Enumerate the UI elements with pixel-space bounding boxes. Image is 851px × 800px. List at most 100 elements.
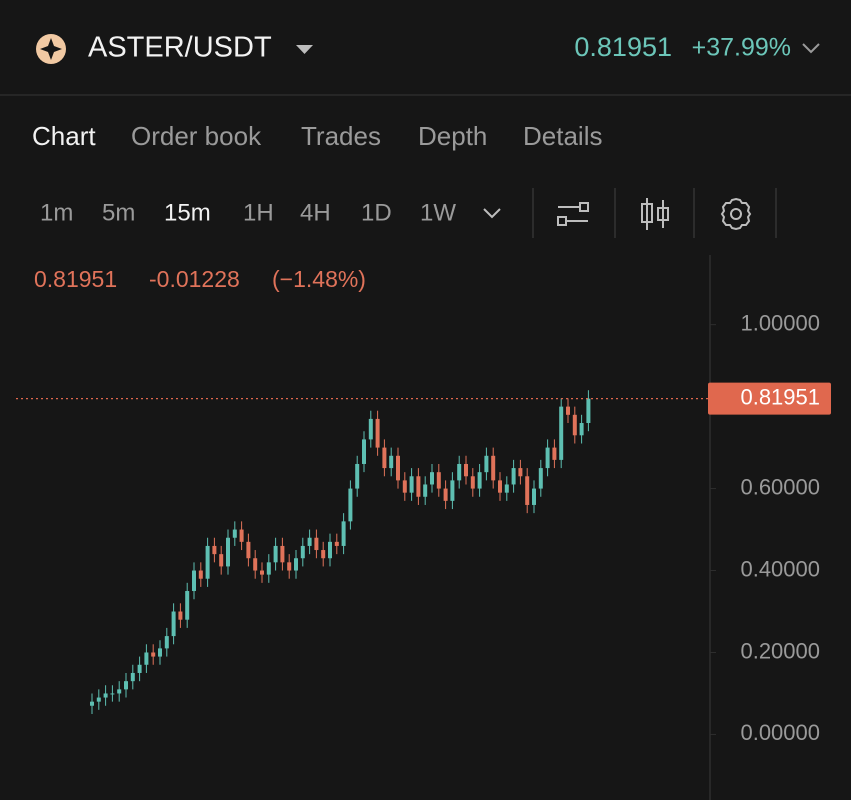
candle-body [246,541,251,559]
candle-body [498,480,502,493]
candle-body [130,672,135,682]
candle-body [559,406,564,460]
tab[interactable]: Details [523,121,602,151]
candle-body [321,550,326,559]
candle-body [396,455,400,481]
y-tick-label: 0.00000 [740,720,820,745]
candle-body [273,545,278,563]
interval[interactable]: 5m [102,199,135,226]
candle-body [545,447,550,469]
tab[interactable]: Trades [301,121,381,151]
candle-body [491,455,496,481]
interval-more[interactable] [483,208,501,219]
candle-body [164,636,169,649]
candle-body [532,488,536,505]
y-tick-label: 0.20000 [740,638,820,663]
candle-body [341,521,346,546]
tab[interactable]: Chart [32,121,96,151]
candle-body [232,529,237,538]
indicator-icon[interactable] [557,202,589,226]
intervals: 1m 5m 15m 1H 4H 1D 1W [40,199,456,226]
candle-body [423,484,428,497]
pair-name[interactable]: ASTER/USDT [88,32,272,64]
last-price-box [708,382,831,415]
candle-body [362,439,366,464]
candle-body [450,480,455,501]
tabs: Chart Order book Trades Depth Details [32,121,602,151]
candle-body [144,652,149,665]
candle-body [219,554,224,567]
candle-body [334,541,339,546]
y-tick-label: 1.00000 [740,310,820,335]
candle-body [117,689,122,694]
y-tick-label: 0.60000 [740,474,820,499]
candle-body [457,463,462,481]
settings-icon[interactable] [720,197,752,231]
candle-body [266,562,271,575]
candle-body [484,455,489,473]
candle-body [158,648,162,657]
candle-body [198,570,203,579]
plot: 0.00000 0.20000 0.40000 0.60000 1.00000 0.819… [16,310,831,745]
candle-body [280,545,285,563]
candle-body [430,472,434,485]
interval[interactable]: 1H [243,199,274,226]
candle-body [538,468,543,489]
candle-body [409,476,414,493]
candle-body [511,468,516,485]
header-price: 0.81951 [574,32,672,62]
candle-body [402,480,407,493]
candle-body [328,541,332,559]
candle-body [464,463,468,477]
candle-body [586,398,591,424]
candle-body [294,558,298,571]
candle-body [470,476,475,489]
candle-body [525,476,530,505]
candle-body [103,693,108,698]
candle-body [300,545,305,559]
interval[interactable]: 15m [164,199,211,226]
candle-body [124,681,128,690]
candle-body [416,476,421,497]
candle-body [260,570,264,575]
tab[interactable]: Order book [131,121,262,151]
candle-body [504,484,509,493]
header-change: +37.99% [692,34,791,62]
interval[interactable]: 1W [420,199,456,226]
candle-body [192,570,196,592]
candle-body [110,693,115,695]
y-tick-label: 0.40000 [740,556,820,581]
legend-change-pct: (−1.48%) [272,266,366,292]
candle-body [185,591,190,620]
tab[interactable]: Depth [418,121,487,151]
candle-body [443,488,448,501]
legend-change: -0.01228 [149,266,240,292]
interval[interactable]: 1m [40,199,73,226]
candle-body [518,468,523,477]
pair-icon[interactable] [36,34,66,64]
candle-body [389,455,394,469]
pair-dropdown[interactable] [296,45,313,54]
candle-body [90,701,94,706]
candle-body [137,664,142,673]
candle-body [239,529,244,542]
candle-body [348,488,353,522]
candle-body [253,558,258,571]
interval[interactable]: 4H [300,199,331,226]
candle-body [307,537,312,546]
candle-body [436,472,441,489]
candle-body [287,562,292,571]
candle-body [314,537,319,551]
candle-body [171,611,176,637]
candle-body [566,406,570,415]
candle-body [212,545,217,555]
interval[interactable]: 1D [361,199,392,226]
last-price-label: 0.81951 [740,384,820,409]
candle-body [375,418,380,448]
header-chevron[interactable] [802,43,820,54]
candle-body [226,537,230,567]
chart-type-icon[interactable] [641,198,669,230]
candle-body [96,697,101,702]
